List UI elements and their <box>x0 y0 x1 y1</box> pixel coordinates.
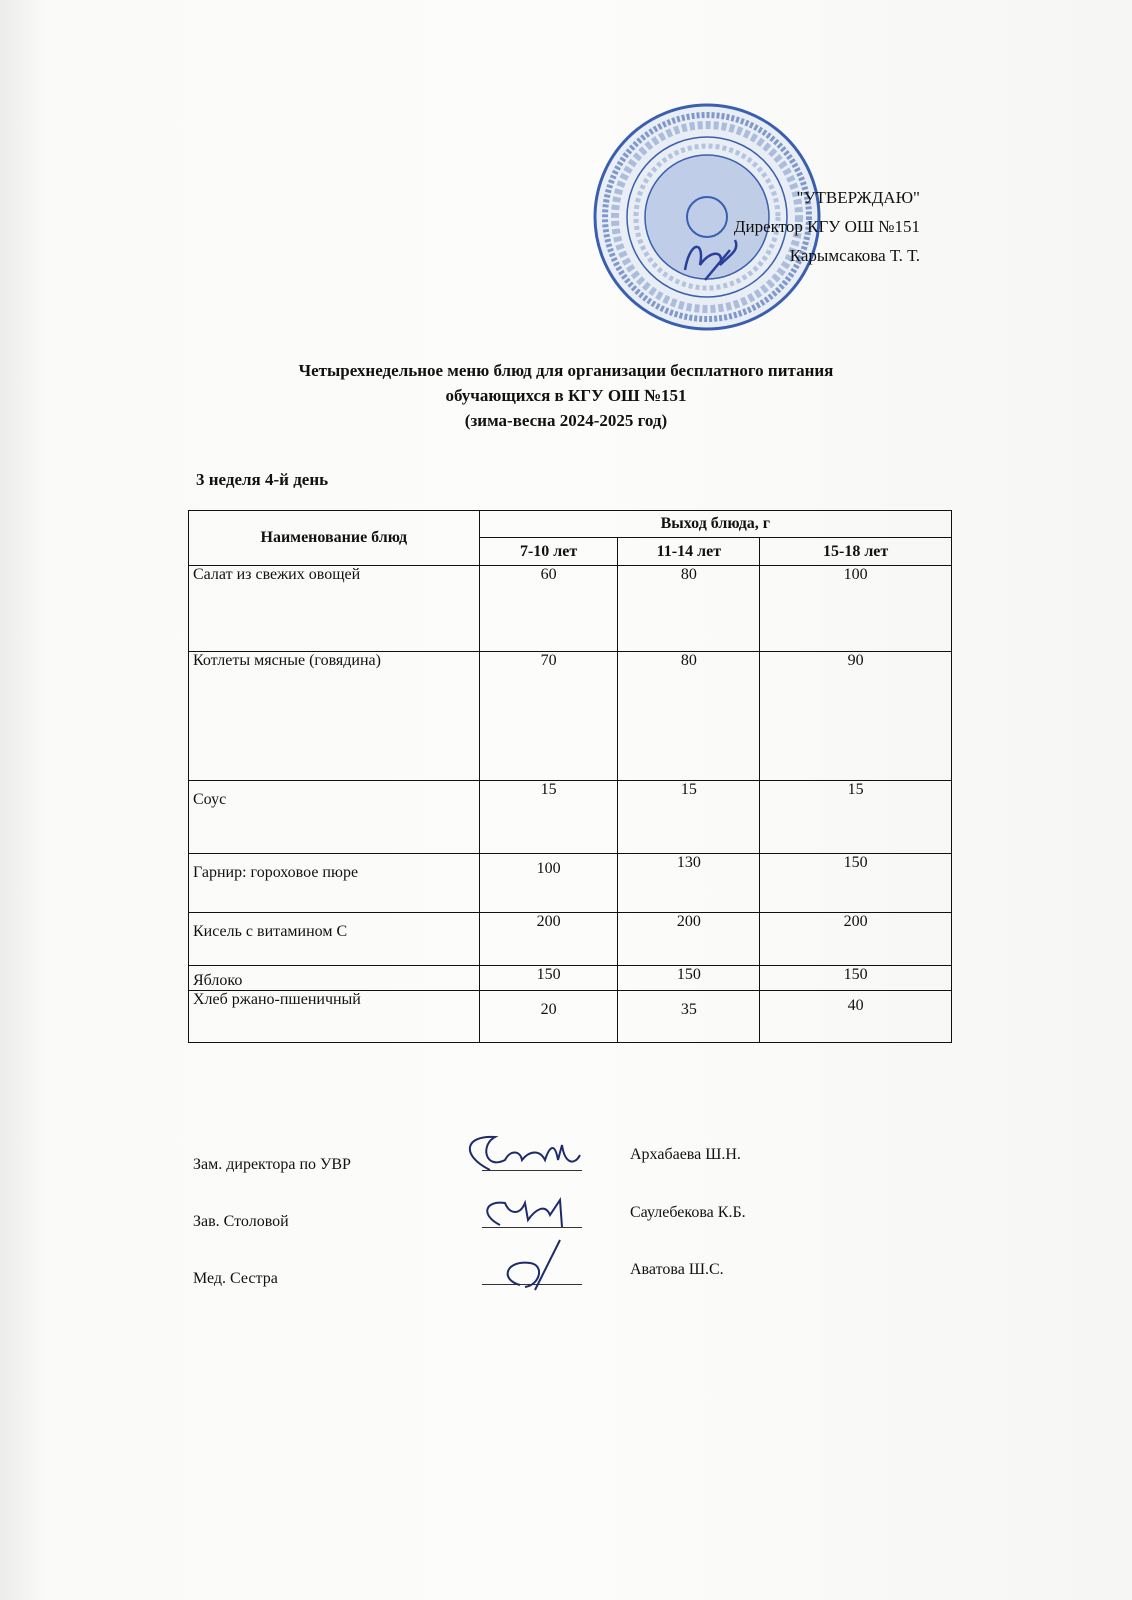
yield-value: 200 <box>617 912 761 966</box>
signature-name: Архабаева Ш.Н. <box>630 1146 741 1163</box>
yield-value: 100 <box>759 565 952 652</box>
yield-value: 200 <box>478 912 619 966</box>
signature-role: Зам. директора по УВР <box>193 1156 351 1173</box>
table-row: Соус 15 15 15 <box>188 780 952 854</box>
table-row: Хлеб ржано-пшеничный 20 35 40 <box>188 990 952 1043</box>
dish-name: Котлеты мясные (говядина) <box>188 651 480 781</box>
yield-value: 15 <box>478 780 619 854</box>
approval-position: Директор КГУ ОШ №151 <box>733 217 920 236</box>
yield-value: 200 <box>759 912 952 966</box>
approval-block: "УТВЕРЖДАЮ" Директор КГУ ОШ №151 Карымса… <box>734 183 920 270</box>
yield-value: 150 <box>478 965 619 991</box>
table-row: Котлеты мясные (говядина) 70 80 90 <box>188 651 952 781</box>
yield-value: 80 <box>617 651 761 781</box>
signature-line <box>482 1170 582 1171</box>
official-stamp <box>593 103 821 331</box>
dish-name: Кисель с витамином С <box>188 912 480 966</box>
director-signature <box>683 239 738 281</box>
signature-role: Мед. Сестра <box>193 1270 278 1287</box>
table-row: Яблоко 150 150 150 <box>188 965 952 991</box>
yield-value: 40 <box>759 990 952 1043</box>
yield-value: 15 <box>759 780 952 854</box>
header-age-group: 15-18 лет <box>759 537 952 566</box>
yield-value: 20 <box>478 990 619 1043</box>
yield-value: 150 <box>759 965 952 991</box>
dish-name: Соус <box>188 780 480 854</box>
yield-value: 70 <box>478 651 619 781</box>
signature-name: Аватова Ш.С. <box>630 1261 724 1278</box>
dish-name: Салат из свежих овощей <box>188 565 480 652</box>
yield-value: 60 <box>478 565 619 652</box>
approval-heading: "УТВЕРЖДАЮ" <box>796 188 920 207</box>
dish-name: Гарнир: гороховое пюре <box>188 853 480 913</box>
yield-value: 150 <box>759 853 952 913</box>
signature-role: Зав. Столовой <box>193 1213 289 1230</box>
yield-value: 80 <box>617 565 761 652</box>
title-line-3: (зима-весна 2024-2025 год) <box>464 411 668 430</box>
yield-value: 130 <box>617 853 761 913</box>
header-age-group: 11-14 лет <box>617 537 761 566</box>
signature-name: Саулебекова К.Б. <box>630 1204 746 1221</box>
yield-value: 15 <box>617 780 761 854</box>
title-line-2: обучающихся в КГУ ОШ №151 <box>445 386 687 405</box>
table-row: Гарнир: гороховое пюре 100 130 150 <box>188 853 952 913</box>
header-age-group: 7-10 лет <box>478 537 619 566</box>
dish-name: Хлеб ржано-пшеничный <box>188 990 480 1043</box>
week-day-label: 3 неделя 4-й день <box>196 470 329 489</box>
document-title: Четырехнедельное меню блюд для организац… <box>0 358 1132 433</box>
dish-name: Яблоко <box>188 965 480 991</box>
handwritten-signatures <box>469 1135 581 1291</box>
yield-value: 35 <box>617 990 761 1043</box>
menu-table: Наименование блюд Выход блюда, г 7-10 ле… <box>188 510 953 1043</box>
yield-value: 100 <box>478 853 619 913</box>
header-yield: Выход блюда, г <box>478 510 953 538</box>
signature-line <box>482 1227 582 1228</box>
title-line-1: Четырехнедельное меню блюд для организац… <box>298 361 834 380</box>
approval-name: Карымсакова Т. Т. <box>789 246 920 265</box>
yield-value: 150 <box>617 965 761 991</box>
table-row: Салат из свежих овощей 60 80 100 <box>188 565 952 652</box>
yield-value: 90 <box>759 651 952 781</box>
table-row: Кисель с витамином С 200 200 200 <box>188 912 952 966</box>
header-dish-name: Наименование блюд <box>188 510 480 566</box>
